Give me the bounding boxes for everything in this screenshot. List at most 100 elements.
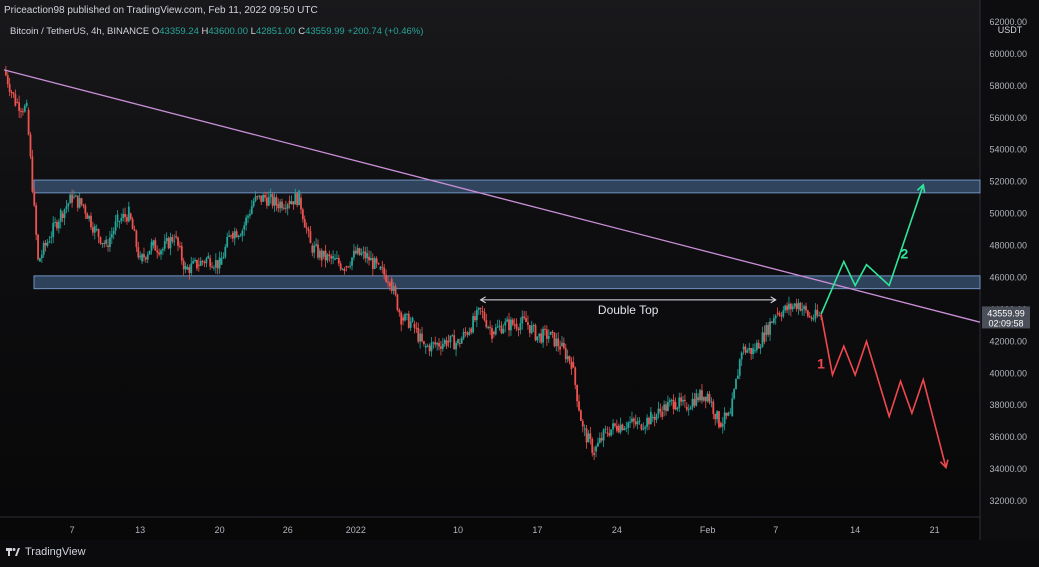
candle-body [69, 194, 72, 204]
candle-body [816, 309, 819, 316]
candle-body [48, 241, 51, 243]
candle-body [222, 256, 225, 259]
candle-body [396, 294, 399, 311]
tradingview-logo[interactable]: TradingView [6, 546, 86, 558]
symbol-name: Bitcoin / TetherUS, 4h, BINANCE [10, 26, 150, 37]
candle-body [137, 247, 140, 258]
candle-body [23, 106, 26, 112]
candle-body [523, 316, 526, 319]
candle-body [241, 230, 244, 236]
candle-body [789, 303, 792, 310]
candle-body [303, 219, 306, 228]
candle-body [309, 231, 312, 244]
scenario-1-label: 1 [817, 355, 825, 371]
candle-body [264, 194, 266, 198]
candle-body [328, 254, 331, 256]
candle-body [235, 231, 238, 238]
candle-body [632, 418, 635, 422]
candle-body [95, 229, 98, 231]
candle-body [597, 442, 599, 447]
candle-body [192, 261, 195, 264]
candle-body [387, 281, 389, 283]
candle-body [754, 350, 756, 352]
candle-body [231, 232, 234, 239]
candle-body [144, 257, 147, 260]
candle-body [725, 412, 728, 416]
candle-body [188, 267, 191, 274]
candle-body [300, 197, 302, 210]
candle-body [148, 250, 151, 255]
candle-body [708, 394, 711, 403]
candle-body [370, 258, 372, 261]
candle-body [199, 260, 202, 266]
candle-body [220, 258, 223, 265]
candle-body [286, 204, 289, 209]
candle-body [595, 446, 597, 452]
candle-body [449, 335, 452, 343]
candle-body [127, 206, 130, 222]
candle-body [42, 242, 45, 255]
candle-body [517, 328, 520, 331]
candle-body [99, 236, 102, 244]
candle-body [25, 102, 28, 107]
candle-body [755, 342, 758, 351]
candle-body [169, 236, 172, 249]
candle-body [154, 240, 157, 251]
candle-body [579, 410, 582, 421]
candle-body [487, 327, 490, 329]
candle-body [366, 253, 369, 259]
candle-body [733, 389, 736, 399]
candle-body [814, 309, 817, 319]
candle-body [57, 221, 60, 229]
bearish-scenario-path [820, 314, 947, 468]
candle-body [407, 313, 410, 328]
candle-body [697, 397, 700, 401]
candle-body [161, 248, 164, 251]
candle-body [322, 250, 325, 257]
candle-body [617, 425, 620, 433]
candle-body [610, 429, 613, 436]
candle-body [37, 234, 39, 260]
y-tick-label: 58000.00 [989, 81, 1027, 91]
candle-body [629, 421, 631, 423]
candle-body [86, 213, 89, 219]
candle-body [485, 320, 488, 328]
candle-body [179, 245, 181, 247]
candle-body [22, 111, 24, 113]
candle-body [774, 315, 777, 319]
candle-body [492, 331, 495, 335]
candle-body [390, 279, 393, 291]
candle-body [604, 428, 607, 430]
candle-body [160, 250, 162, 255]
y-tick-label: 42000.00 [989, 336, 1027, 346]
candle-body [458, 342, 461, 344]
double-top-arrow-left [479, 296, 486, 304]
y-tick-label: 32000.00 [989, 496, 1027, 506]
candle-body [247, 215, 249, 218]
candle-body [61, 213, 64, 219]
candle-body [288, 200, 291, 205]
candle-body [398, 310, 401, 313]
candle-body [447, 341, 450, 343]
candle-body [810, 317, 813, 320]
candle-body [27, 109, 30, 135]
double-top-label: Double Top [598, 303, 659, 317]
candle-body [298, 190, 300, 206]
candle-body [84, 205, 87, 214]
y-tick-label: 38000.00 [989, 400, 1027, 410]
candle-body [587, 433, 590, 443]
candle-body [776, 312, 779, 314]
candle-body [676, 407, 679, 410]
candle-body [404, 314, 406, 321]
candle-body [432, 342, 435, 344]
candle-body [277, 204, 280, 209]
candle-body [668, 400, 671, 403]
candle-body [381, 266, 384, 268]
ohlc-value: 43559.99 [305, 26, 345, 37]
y-tick-label: 48000.00 [989, 241, 1027, 251]
candle-body [197, 264, 200, 266]
candle-body [510, 319, 512, 331]
candle-body [177, 237, 179, 246]
